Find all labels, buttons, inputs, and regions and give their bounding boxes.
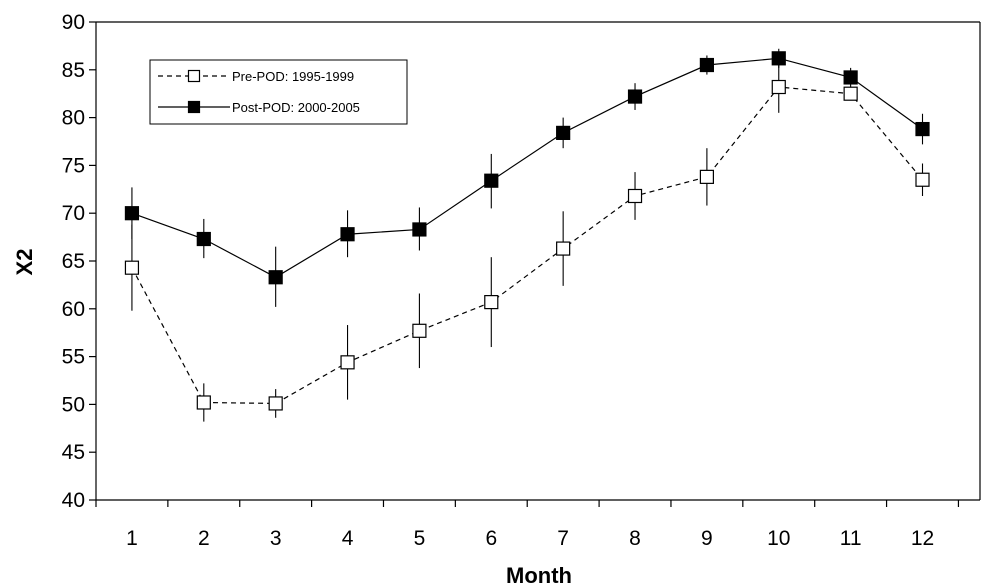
data-point	[484, 295, 499, 310]
data-point	[771, 79, 786, 95]
data-point	[124, 260, 140, 275]
data-point	[340, 227, 355, 242]
x-tick-label: 12	[911, 527, 934, 550]
data-point	[268, 396, 283, 411]
x-axis-title: Month	[506, 563, 572, 587]
data-point	[340, 355, 355, 370]
y-tick-label: 60	[62, 298, 85, 321]
data-point	[412, 323, 427, 338]
x-tick-label: 4	[342, 527, 354, 550]
data-point	[484, 173, 499, 188]
x-tick-label: 8	[629, 527, 641, 550]
legend-label: Pre-POD: 1995-1999	[232, 69, 354, 84]
data-point	[699, 169, 714, 184]
x-tick-label: 3	[270, 527, 282, 550]
series-1	[124, 61, 930, 422]
y-tick-label: 85	[62, 59, 85, 82]
data-point	[124, 206, 140, 221]
y-tick-label: 45	[62, 441, 85, 464]
y-tick-label: 70	[62, 202, 85, 225]
x-tick-label: 9	[701, 527, 713, 550]
data-point	[699, 57, 714, 73]
series-line	[131, 86, 923, 405]
data-point	[843, 70, 858, 85]
y-tick-label: 55	[62, 346, 85, 369]
x-tick-label: 5	[414, 527, 426, 550]
data-point	[196, 395, 211, 410]
data-point	[268, 270, 283, 285]
y-axis-title: X2	[12, 249, 37, 276]
x-tick-label: 6	[485, 527, 497, 550]
series-2	[124, 48, 930, 307]
y-tick-label: 90	[62, 11, 85, 34]
x-tick-label: 1	[126, 527, 138, 550]
data-point	[915, 172, 930, 187]
y-tick-label: 40	[62, 489, 85, 512]
y-tick-label: 50	[62, 393, 85, 416]
x-tick-label: 2	[198, 527, 210, 550]
y-tick-label: 75	[62, 154, 85, 177]
data-point	[556, 241, 571, 256]
series-line	[131, 57, 923, 278]
data-point	[627, 89, 643, 104]
data-point	[627, 188, 643, 204]
series-group	[124, 48, 930, 422]
legend-label: Post-POD: 2000-2005	[232, 100, 360, 115]
x-tick-label: 7	[557, 527, 569, 550]
y-tick-label: 80	[62, 107, 85, 130]
data-point	[196, 231, 211, 247]
legend: Pre-POD: 1995-1999 Post-POD: 2000-2005	[149, 59, 408, 125]
data-point	[556, 125, 571, 140]
x-tick-label: 10	[767, 527, 790, 550]
y-tick-label: 65	[62, 250, 85, 273]
x-tick-label: 11	[840, 527, 862, 550]
data-point	[412, 222, 427, 237]
legend-marker	[187, 69, 201, 83]
legend-marker	[187, 100, 201, 114]
data-point	[915, 121, 930, 137]
data-point	[843, 86, 858, 101]
data-point	[771, 51, 786, 66]
